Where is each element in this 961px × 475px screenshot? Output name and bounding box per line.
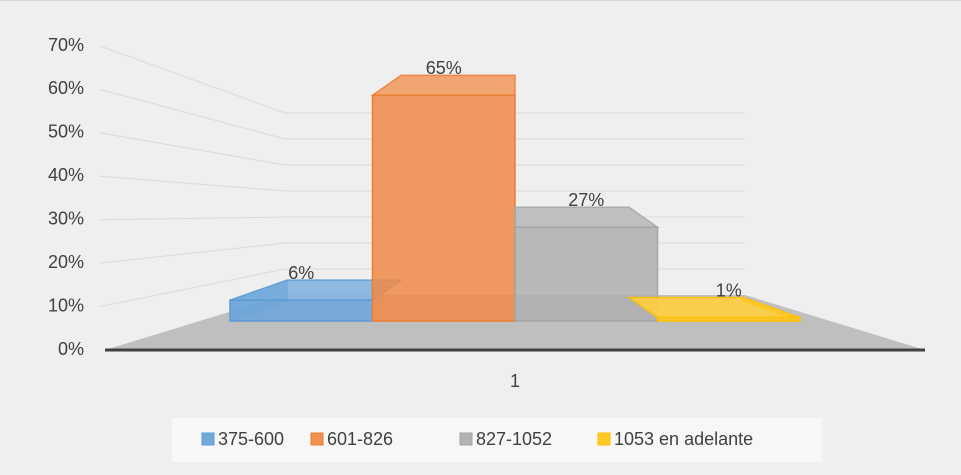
bar (229, 299, 374, 322)
grid-line (99, 45, 286, 114)
y-tick-label: 50% (48, 122, 84, 142)
y-tick-label: 0% (58, 339, 84, 359)
data-label: 1% (716, 280, 742, 300)
bar (514, 226, 659, 322)
grid-line (99, 132, 286, 166)
legend-swatch (597, 432, 611, 446)
grid-line (99, 88, 286, 140)
y-tick-label: 10% (48, 295, 84, 315)
y-tick-label: 20% (48, 252, 84, 272)
legend-label: 375-600 (218, 429, 284, 449)
legend-label: 601-826 (327, 429, 393, 449)
grid-line (99, 268, 286, 308)
legend-swatch (459, 432, 473, 446)
legend-label: 827-1052 (476, 429, 552, 449)
legend-swatch (310, 432, 324, 446)
bar (371, 94, 516, 322)
legend-swatch (201, 432, 215, 446)
data-label: 65% (426, 58, 462, 78)
y-tick-label: 40% (48, 165, 84, 185)
grid-line (99, 242, 286, 264)
y-tick-label: 30% (48, 208, 84, 228)
grid-line (99, 175, 286, 192)
grid-line (99, 216, 286, 221)
data-label: 27% (568, 190, 604, 210)
data-label: 6% (288, 263, 314, 283)
legend-label: 1053 en adelante (614, 429, 753, 449)
bar (656, 316, 801, 322)
legend-box (172, 418, 822, 462)
y-tick-label: 70% (48, 35, 84, 55)
y-tick-label: 60% (48, 78, 84, 98)
x-tick-label: 1 (510, 371, 520, 391)
